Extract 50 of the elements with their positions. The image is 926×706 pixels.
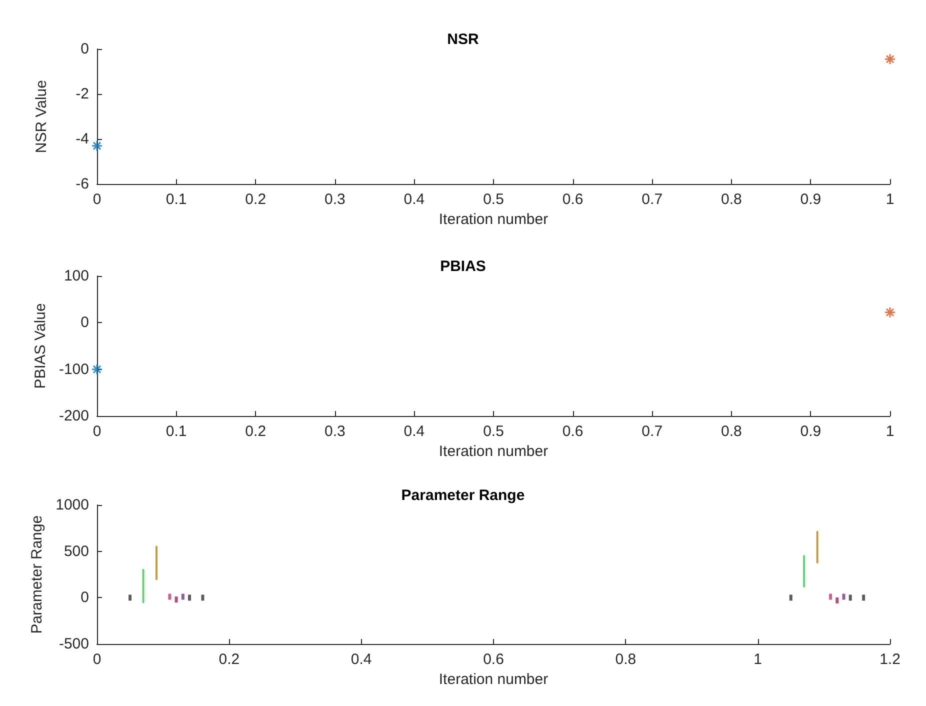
x-tick-label: 0 [92, 651, 102, 668]
y-tick-label: 100 [64, 268, 89, 284]
x-tick-label: 0.3 [324, 191, 346, 208]
x-tick-label: 0.8 [720, 423, 742, 440]
x-tick-label: 0.2 [218, 651, 240, 668]
y-axis-title: PBIAS Value [32, 303, 50, 389]
x-axis-title: Iteration number [438, 211, 548, 228]
x-tick-label: 0.5 [483, 423, 504, 440]
y-tick-label: 1000 [56, 496, 89, 514]
x-tick-label: 0.8 [615, 651, 636, 668]
y-tick-label: -100 [58, 360, 89, 378]
y-tick-label: -2 [76, 86, 89, 103]
x-tick-label: 0.6 [483, 651, 504, 668]
x-tick-label: 0.4 [350, 651, 372, 668]
y-tick-label: -6 [76, 176, 89, 193]
y-tick-label: 0 [80, 40, 89, 58]
x-tick-label: 0.3 [324, 423, 346, 440]
x-axis-title: Iteration number [438, 670, 548, 688]
x-tick-label: 0.7 [642, 423, 663, 440]
x-tick-label: 1 [754, 651, 762, 668]
x-tick-label: 0.9 [800, 423, 822, 440]
x-tick-label: 1 [886, 191, 894, 208]
x-tick-label: 0.4 [404, 423, 425, 440]
x-tick-label: 0.2 [245, 423, 266, 440]
x-tick-label: 0.8 [720, 191, 742, 208]
y-tick-label: 0 [80, 589, 89, 606]
x-tick-label: 0.2 [245, 191, 266, 208]
x-tick-label: 0.7 [642, 191, 663, 208]
x-tick-label: 0 [92, 191, 102, 208]
chart-title: Parameter Range [401, 487, 525, 504]
x-tick-label: 0.1 [166, 423, 187, 440]
x-tick-label: 0 [92, 423, 102, 440]
x-tick-label: 0.9 [800, 191, 822, 208]
y-axis-title: NSR Value [33, 80, 50, 154]
y-tick-label: 500 [64, 542, 89, 560]
x-tick-label: 0.4 [404, 191, 425, 208]
x-tick-label: 0.6 [562, 423, 584, 440]
y-tick-label: 0 [80, 314, 89, 332]
x-tick-label: 0.5 [483, 191, 504, 208]
x-axis-title: Iteration number [438, 442, 548, 460]
y-axis-title: Parameter Range [28, 515, 46, 634]
y-tick-label: -200 [58, 408, 89, 424]
x-tick-label: 1.2 [880, 651, 900, 668]
y-tick-label: -4 [76, 130, 89, 148]
chart-title: PBIAS [440, 258, 486, 275]
y-tick-label: -500 [58, 636, 89, 652]
x-tick-label: 0.1 [166, 191, 187, 208]
chart-title: NSR [447, 31, 479, 48]
x-tick-label: 1 [886, 423, 894, 440]
x-tick-label: 0.6 [562, 191, 584, 208]
